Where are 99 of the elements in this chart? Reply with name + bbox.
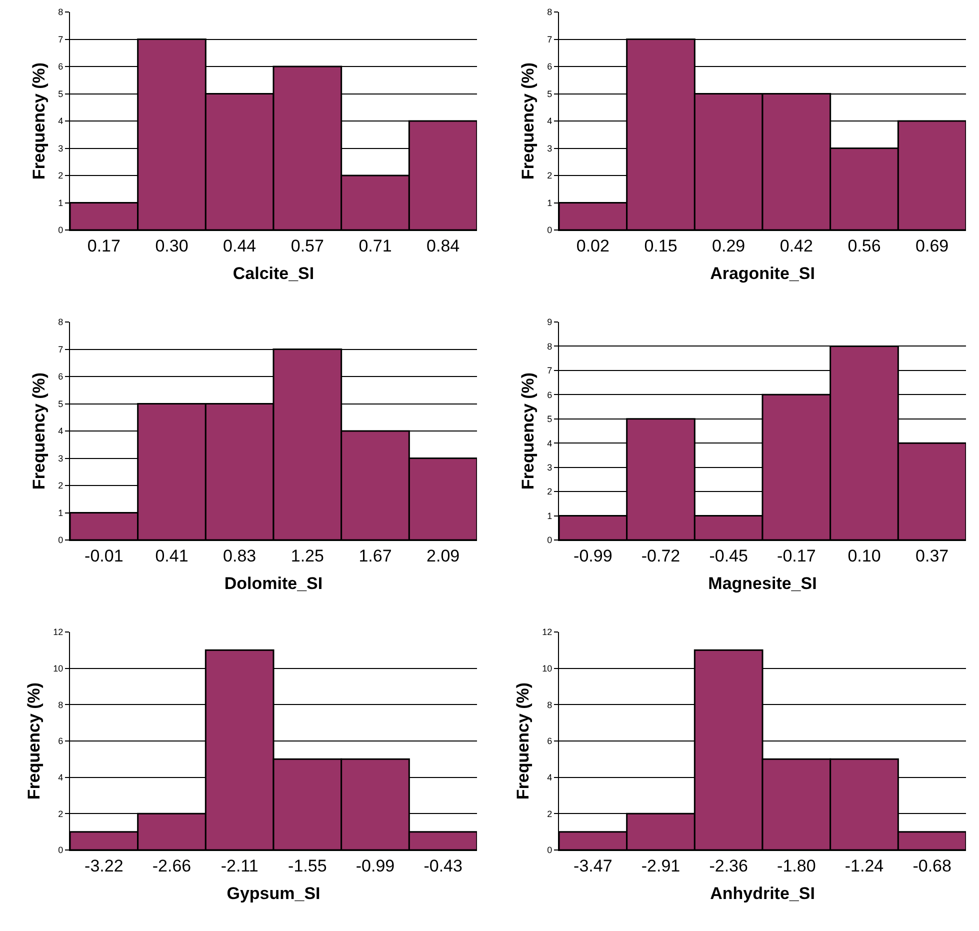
y-tick-label: 0 — [547, 535, 552, 546]
y-tick-label: 6 — [547, 736, 552, 746]
y-tick-label: 8 — [547, 700, 552, 710]
x-tick-label: -0.43 — [424, 856, 462, 876]
y-tick-label: 2 — [58, 808, 64, 819]
x-tick-label: 0.42 — [780, 236, 813, 256]
y-tick-label: 1 — [547, 198, 552, 208]
x-tick-label: -0.99 — [356, 856, 395, 876]
y-tick-label: 4 — [547, 438, 552, 448]
y-tick-label: 2 — [547, 170, 552, 181]
x-tick-label: -0.72 — [641, 546, 680, 566]
y-tick-label: 8 — [58, 317, 64, 328]
y-tick-label: 6 — [547, 62, 552, 72]
x-tick-label: 0.84 — [426, 236, 460, 256]
y-axis-title: Frequency (%) — [518, 372, 538, 490]
x-tick-label: 0.69 — [916, 236, 949, 256]
x-tick-label: 2.09 — [426, 546, 460, 566]
y-tick-label: 12 — [542, 627, 552, 638]
x-tick-label: 1.25 — [290, 546, 324, 566]
y-tick-label: 3 — [547, 143, 552, 154]
x-tick-label: -0.45 — [709, 546, 748, 566]
x-tick-label: 0.29 — [712, 236, 746, 256]
x-axis-title: Dolomite_SI — [224, 574, 323, 593]
y-tick-label: 6 — [58, 62, 64, 72]
y-tick-label: 9 — [547, 317, 552, 328]
y-tick-label: 7 — [58, 344, 64, 354]
y-tick-label: 1 — [547, 510, 552, 521]
x-tick-label: 0.02 — [576, 236, 610, 256]
y-tick-label: 10 — [542, 663, 552, 674]
x-tick-label: 0.83 — [223, 546, 256, 566]
x-tick-label: -1.24 — [844, 856, 884, 876]
y-tick-label: 6 — [58, 736, 64, 746]
x-tick-label: 0.57 — [290, 236, 324, 256]
x-tick-label: 0.44 — [223, 236, 256, 256]
x-tick-label: -0.99 — [574, 546, 612, 566]
x-tick-label: -1.80 — [777, 856, 816, 876]
x-tick-label: 0.15 — [644, 236, 678, 256]
y-tick-label: 8 — [58, 7, 64, 18]
x-axis-title: Anhydrite_SI — [710, 884, 815, 903]
y-tick-label: 0 — [58, 225, 64, 236]
y-tick-label: 7 — [58, 34, 64, 44]
y-axis-title: Frequency (%) — [30, 62, 49, 180]
y-tick-label: 8 — [547, 341, 552, 352]
y-tick-label: 4 — [58, 116, 64, 126]
y-tick-label: 4 — [58, 426, 64, 436]
x-tick-label: 0.37 — [916, 546, 949, 566]
y-tick-label: 6 — [547, 390, 552, 400]
x-axis-title: Aragonite_SI — [710, 264, 815, 283]
x-axis-title: Magnesite_SI — [708, 574, 817, 593]
x-tick-label: -2.91 — [641, 856, 680, 876]
x-tick-label: -0.01 — [84, 546, 124, 566]
x-tick-label: -0.68 — [912, 856, 952, 876]
x-tick-label: 0.10 — [848, 546, 881, 566]
x-axis-title: Calcite_SI — [232, 264, 314, 283]
x-tick-label: 0.17 — [87, 236, 120, 256]
y-tick-label: 3 — [58, 453, 64, 464]
y-tick-label: 0 — [547, 845, 552, 856]
y-tick-label: 4 — [547, 772, 552, 782]
y-tick-label: 4 — [58, 772, 64, 782]
x-tick-label: -2.66 — [152, 856, 192, 876]
x-tick-label: -3.22 — [84, 856, 124, 876]
y-axis-title: Frequency (%) — [24, 682, 44, 800]
y-tick-label: 5 — [58, 398, 64, 409]
y-tick-label: 6 — [58, 372, 64, 382]
x-tick-label: -3.47 — [574, 856, 612, 876]
x-tick-label: -1.55 — [288, 856, 327, 876]
x-tick-label: 0.30 — [155, 236, 188, 256]
y-tick-label: 8 — [547, 7, 552, 18]
x-tick-label: 1.67 — [358, 546, 392, 566]
y-axis-title: Frequency (%) — [514, 682, 533, 800]
x-tick-label: -2.36 — [709, 856, 748, 876]
x-tick-label: 0.71 — [358, 236, 392, 256]
y-tick-label: 7 — [547, 34, 552, 44]
x-tick-label: 0.56 — [848, 236, 881, 256]
y-tick-label: 1 — [58, 198, 64, 208]
y-tick-label: 8 — [58, 700, 64, 710]
y-tick-label: 4 — [547, 116, 552, 126]
x-tick-label: -0.17 — [777, 546, 816, 566]
y-tick-label: 3 — [58, 143, 64, 154]
y-tick-label: 10 — [53, 663, 64, 674]
x-tick-label: -2.11 — [220, 856, 258, 876]
y-tick-label: 12 — [53, 627, 64, 638]
y-tick-label: 2 — [547, 808, 552, 819]
y-tick-label: 1 — [58, 508, 64, 518]
y-tick-label: 0 — [58, 535, 64, 546]
y-tick-label: 7 — [547, 366, 552, 376]
y-tick-label: 5 — [547, 414, 552, 424]
y-tick-label: 0 — [58, 845, 64, 856]
y-axis-title: Frequency (%) — [518, 62, 538, 180]
y-tick-label: 5 — [547, 88, 552, 99]
y-tick-label: 0 — [547, 225, 552, 236]
y-tick-label: 5 — [58, 88, 64, 99]
x-axis-title: Gypsum_SI — [226, 884, 320, 903]
y-tick-label: 2 — [58, 170, 64, 181]
y-tick-label: 2 — [58, 480, 64, 491]
y-tick-label: 3 — [547, 462, 552, 472]
x-tick-label: 0.41 — [155, 546, 188, 566]
y-axis-title: Frequency (%) — [30, 372, 49, 490]
y-tick-label: 2 — [547, 486, 552, 497]
